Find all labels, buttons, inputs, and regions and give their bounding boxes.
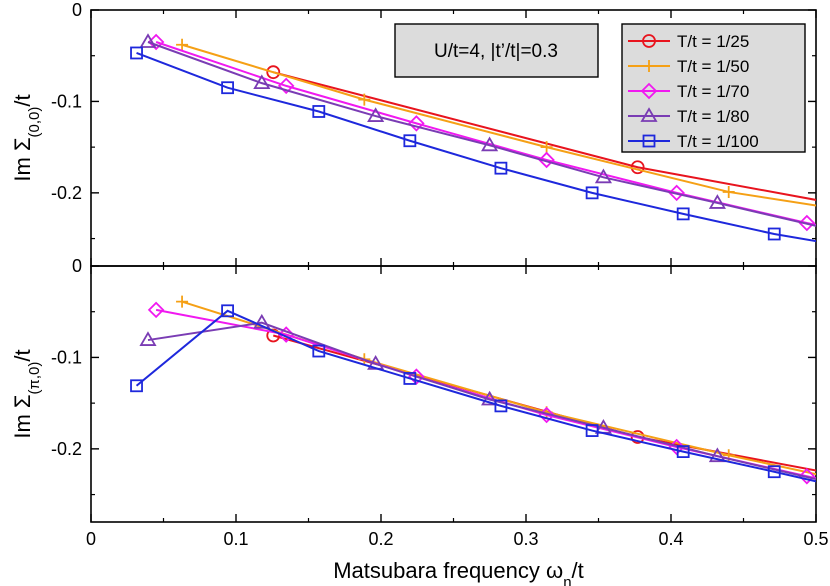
- series-line: [155, 308, 816, 480]
- data-point-square: [312, 344, 326, 358]
- panel-1: 0 -0.1 -0.2 Im Σ(0,0)/t U/t=4, |t’/t|=0.3 T/t…: [10, 0, 817, 267]
- legend-label: T/t = 1/80: [677, 107, 749, 126]
- data-point-square: [221, 81, 234, 95]
- data-point-square: [767, 465, 781, 479]
- legend-marker-diamond: [640, 82, 658, 100]
- legend-label: T/t = 1/70: [677, 82, 749, 101]
- data-point-triangle: [253, 74, 271, 90]
- data-point-square: [403, 134, 417, 148]
- x-axis-title: Matsubara frequency ωn/t: [333, 558, 584, 586]
- data-point-square: [221, 304, 234, 318]
- data-point-square: [585, 424, 599, 437]
- data-point-square: [403, 372, 417, 385]
- legend-marker-circle: [642, 34, 656, 48]
- data-point-diamond: [277, 77, 295, 95]
- data-point-triangle: [708, 447, 726, 463]
- y-axis-title: Im Σ(0,0)/t: [10, 94, 43, 181]
- annotation-text: U/t=4, |t’/t|=0.3: [434, 41, 558, 62]
- data-point-plus: [722, 185, 735, 198]
- data-point-square: [130, 46, 143, 60]
- y-tick-label: -0.1: [51, 347, 82, 367]
- data-point-plus: [540, 141, 553, 154]
- data-point-diamond: [147, 301, 165, 319]
- legend: T/t = 1/25 T/t = 1/50 T/t = 1/70 T/t = 1/80…: [621, 23, 806, 153]
- data-point-triangle: [481, 136, 499, 152]
- legend-label: T/t = 1/25: [677, 32, 749, 51]
- data-point-square: [312, 105, 326, 118]
- y-axis-title: Im Σ(π,0)/t: [10, 349, 43, 438]
- legend-label: T/t = 1/50: [677, 57, 749, 76]
- data-point-diamond: [538, 151, 555, 169]
- series-line: [181, 300, 816, 476]
- x-tick-label: 0.3: [513, 529, 538, 549]
- x-tick-label: 0.1: [223, 529, 248, 549]
- data-point-square: [676, 207, 690, 221]
- data-point-plus: [176, 295, 189, 308]
- x-tick-label: 0.4: [658, 529, 683, 549]
- y-tick-label: -0.2: [51, 183, 82, 203]
- y-tick-label: 0: [72, 0, 82, 20]
- x-tick-label: 0: [86, 529, 96, 549]
- data-point-diamond: [798, 468, 816, 485]
- data-point-diamond: [798, 214, 816, 232]
- data-point-square: [494, 399, 508, 413]
- data-point-triangle: [481, 390, 499, 406]
- series-line: [135, 309, 816, 483]
- series-line: [147, 321, 816, 481]
- panel-2: 0 0.1 0.2 0.3 0.4 0.5 Matsubara frequency ωn/t…: [10, 256, 829, 586]
- data-point-square: [585, 186, 599, 200]
- series-line: [273, 71, 816, 201]
- data-point-square: [130, 379, 143, 393]
- annotation-box: [394, 23, 599, 78]
- y-tick-label: -0.1: [51, 91, 82, 111]
- data-point-plus: [176, 38, 189, 51]
- data-point-triangle: [708, 194, 726, 209]
- series-group: [130, 295, 816, 485]
- legend-marker-plus: [643, 60, 655, 72]
- y-tick-label: -0.2: [51, 439, 82, 459]
- data-point-triangle: [594, 168, 612, 184]
- data-point-square: [767, 227, 781, 241]
- data-point-triangle: [367, 107, 385, 122]
- data-point-triangle: [139, 331, 157, 346]
- y-tick-label: 0: [72, 256, 82, 276]
- data-point-square: [494, 161, 508, 175]
- x-tick-label: 0.5: [803, 529, 828, 549]
- data-point-diamond: [668, 184, 685, 202]
- plot-frame: [90, 265, 817, 523]
- data-point-diamond: [408, 115, 425, 132]
- data-point-triangle: [139, 33, 157, 48]
- series-group: [130, 33, 816, 243]
- legend-label: T/t = 1/100: [677, 132, 759, 151]
- series-line: [136, 52, 816, 243]
- data-point-circle: [266, 65, 281, 80]
- data-point-plus: [358, 93, 371, 106]
- data-point-square: [676, 445, 690, 459]
- legend-marker-square: [642, 134, 656, 148]
- legend-marker-triangle: [640, 107, 658, 122]
- series-line: [147, 41, 816, 227]
- x-tick-label: 0.2: [368, 529, 393, 549]
- data-point-triangle: [253, 313, 271, 329]
